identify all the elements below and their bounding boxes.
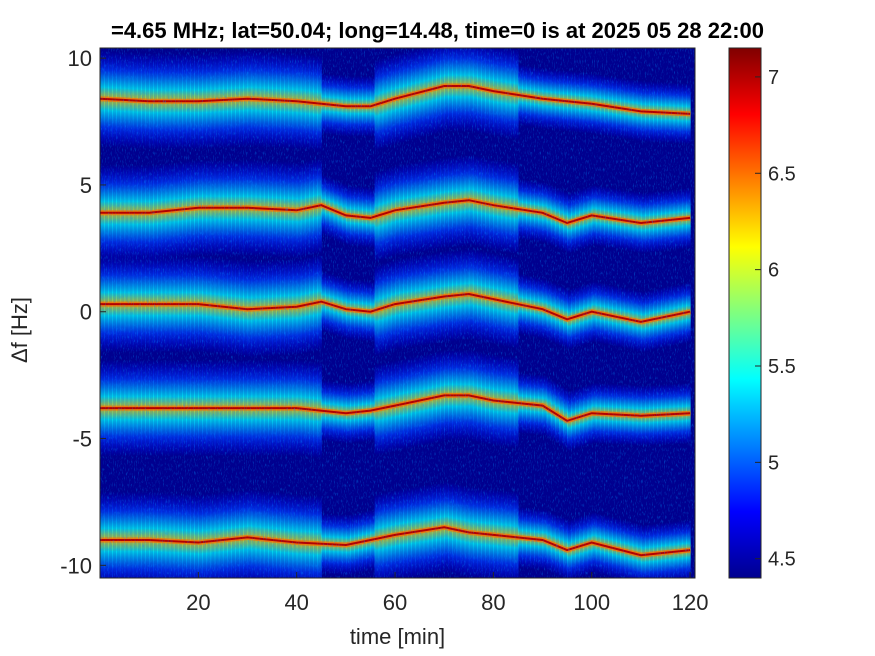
chart-title: =4.65 MHz; lat=50.04; long=14.48, time=0… bbox=[110, 18, 765, 43]
x-tick-label: 60 bbox=[383, 590, 407, 615]
x-axis-label: time [min] bbox=[349, 624, 446, 649]
heatmap-bands bbox=[100, 48, 695, 578]
x-tick-label: 20 bbox=[186, 590, 210, 615]
colorbar-tick-label: 7 bbox=[768, 67, 779, 89]
x-tick-label: 80 bbox=[481, 590, 505, 615]
y-tick-label: -5 bbox=[72, 427, 92, 452]
colorbar-tick-label: 6 bbox=[768, 260, 779, 282]
x-axis: 20 40 60 80 100 120 bbox=[186, 572, 708, 615]
y-tick-label: 10 bbox=[68, 46, 92, 71]
noise-texture bbox=[100, 48, 695, 578]
x-tick-label: 40 bbox=[284, 590, 308, 615]
colorbar: 4.5 5 5.5 6 6.5 7 bbox=[728, 47, 796, 579]
plot-area bbox=[99, 47, 696, 579]
x-tick-label: 120 bbox=[672, 590, 709, 615]
colorbar-tick-label: 5.5 bbox=[768, 356, 796, 378]
y-tick-label: 5 bbox=[80, 173, 92, 198]
x-tick-label: 100 bbox=[573, 590, 610, 615]
colorbar-tick-label: 4.5 bbox=[768, 549, 796, 571]
colorbar-tick-label: 6.5 bbox=[768, 163, 796, 185]
y-axis-label: Δf [Hz] bbox=[7, 296, 32, 364]
colorbar-tick-label: 5 bbox=[768, 452, 779, 474]
y-tick-label: 0 bbox=[80, 300, 92, 325]
colorbar-gradient bbox=[728, 47, 762, 579]
y-tick-label: -10 bbox=[60, 553, 92, 578]
y-axis: 10 5 0 -5 -10 bbox=[60, 46, 106, 578]
